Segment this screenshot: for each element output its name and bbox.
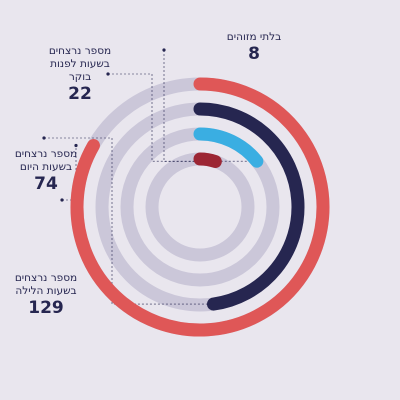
arc-night bbox=[70, 77, 330, 337]
label-day-caption: מספר נרצחים בשעות היום bbox=[14, 148, 78, 173]
label-night-value: 129 bbox=[28, 298, 64, 318]
leader-dot-night-1 bbox=[74, 143, 78, 148]
leader-day bbox=[44, 137, 214, 305]
label-unidentified-value: 8 bbox=[248, 44, 260, 64]
leader-morning bbox=[108, 73, 257, 162]
leader-dot-night-0 bbox=[60, 198, 64, 202]
leader-dot-unidentified-0 bbox=[162, 48, 166, 52]
label-morning-caption: מספר נרצחים בשעות לפנות בוקר bbox=[48, 45, 112, 83]
ring-arcs bbox=[70, 77, 330, 337]
label-night-caption: מספר נרצחים בשעות הלילה bbox=[14, 272, 78, 297]
label-day-value: 74 bbox=[34, 174, 58, 194]
label-morning: מספר נרצחים בשעות לפנות בוקר 22 bbox=[38, 45, 122, 104]
label-night: מספר נרצחים בשעות הלילה 129 bbox=[10, 272, 82, 318]
label-day: מספר נרצחים בשעות היום 74 bbox=[10, 148, 82, 194]
arc-morning bbox=[193, 127, 264, 168]
label-morning-value: 22 bbox=[68, 84, 92, 104]
label-unidentified-caption: בלתי מזוהים bbox=[226, 31, 282, 43]
track-unidentified bbox=[145, 152, 255, 262]
leader-dot-day-0 bbox=[42, 136, 46, 140]
arc-unidentified bbox=[193, 152, 222, 169]
arc-day bbox=[193, 102, 305, 311]
leader-dot-morning-0 bbox=[106, 72, 110, 76]
label-unidentified: בלתי מזוהים 8 bbox=[214, 31, 294, 64]
